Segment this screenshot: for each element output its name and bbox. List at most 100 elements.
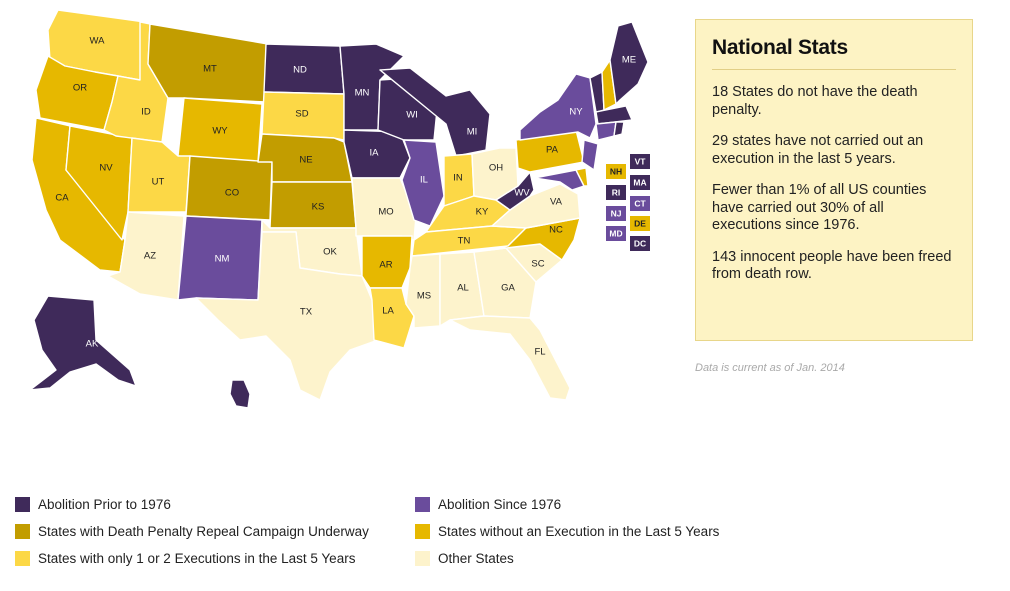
- legend-label: States without an Execution in the Last …: [438, 523, 720, 539]
- legend-item: Abolition Prior to 1976: [15, 494, 171, 514]
- state-label-ia: IA: [370, 148, 380, 159]
- state-az[interactable]: [107, 211, 185, 301]
- state-box-de[interactable]: DE: [630, 216, 650, 231]
- legend-swatch: [15, 550, 30, 566]
- state-label-ms: MS: [417, 291, 431, 302]
- data-currency-note: Data is current as of Jan. 2014: [695, 362, 845, 374]
- state-label-tx: TX: [300, 307, 313, 318]
- state-label-wy: WY: [212, 126, 228, 137]
- state-label-mt: MT: [203, 64, 217, 75]
- us-states-map: WA OR CA NV ID MT WY UT CO AZ NM ND SD NE KS OK TX MN IA MO…: [29, 9, 650, 409]
- state-il[interactable]: [401, 139, 445, 227]
- state-box-label: MD: [609, 228, 622, 238]
- stat-fact: 143 innocent people have been freed from…: [712, 248, 952, 283]
- legend-swatch: [415, 496, 430, 512]
- state-label-ks: KS: [312, 202, 325, 213]
- state-label-co: CO: [225, 188, 239, 199]
- state-label-az: AZ: [144, 251, 156, 262]
- state-box-ct[interactable]: CT: [630, 196, 650, 211]
- state-label-mo: MO: [378, 207, 393, 218]
- legend-item: States with only 1 or 2 Executions in th…: [15, 548, 355, 568]
- state-label-oh: OH: [489, 163, 503, 174]
- state-label-sd: SD: [295, 109, 308, 120]
- state-labels: WA OR CA NV ID MT WY UT CO AZ NM ND SD NE KS OK TX MN IA MO…: [55, 36, 636, 398]
- state-box-label: DC: [634, 238, 646, 248]
- state-label-va: VA: [550, 197, 563, 208]
- state-box-label: DE: [634, 218, 646, 228]
- state-ak[interactable]: [29, 295, 137, 391]
- state-la[interactable]: [369, 287, 415, 349]
- state-label-ut: UT: [152, 177, 165, 188]
- state-nj[interactable]: [581, 139, 599, 171]
- state-label-mi: MI: [467, 127, 478, 138]
- state-label-ga: GA: [501, 283, 515, 294]
- state-sd[interactable]: [261, 91, 345, 141]
- state-ct[interactable]: [595, 121, 617, 141]
- state-label-tn: TN: [458, 236, 471, 247]
- state-ny[interactable]: [519, 73, 597, 141]
- state-label-ne: NE: [299, 155, 312, 166]
- legend-label: Abolition Prior to 1976: [38, 496, 171, 512]
- state-label-ok: OK: [323, 247, 337, 258]
- state-label-nc: NC: [549, 225, 563, 236]
- state-label-hi: HI: [213, 387, 223, 398]
- state-box-swatch: [606, 164, 626, 179]
- state-label-mn: MN: [355, 88, 370, 99]
- stat-fact: 18 States do not have the death penalty.: [712, 84, 918, 118]
- legend-swatch: [415, 523, 430, 539]
- state-label-pa: PA: [546, 145, 559, 156]
- legend-label: Other States: [438, 550, 514, 566]
- state-label-in: IN: [453, 173, 463, 184]
- state-box-swatch: [630, 216, 650, 231]
- state-label-il: IL: [420, 175, 428, 186]
- state-box-swatch: [606, 226, 626, 241]
- state-de[interactable]: [575, 167, 589, 187]
- state-label-fl: FL: [534, 347, 545, 358]
- stat-fact: Fewer than 1% of all US counties have ca…: [712, 182, 927, 233]
- state-box-vt[interactable]: VT: [630, 154, 650, 169]
- state-box-label: RI: [612, 187, 621, 197]
- state-box-ri[interactable]: RI: [606, 185, 626, 200]
- legend-item: States with Death Penalty Repeal Campaig…: [15, 521, 369, 541]
- state-label-wa: WA: [90, 36, 106, 47]
- state-box-label: MA: [633, 177, 646, 187]
- state-box-label: CT: [634, 198, 646, 208]
- state-label-ak: AK: [86, 339, 99, 350]
- state-box-swatch: [606, 206, 626, 221]
- state-hi[interactable]: [229, 379, 251, 409]
- legend-item: Other States: [415, 548, 514, 568]
- legend-swatch: [15, 523, 30, 539]
- state-box-swatch: [630, 196, 650, 211]
- state-ri[interactable]: [613, 121, 625, 137]
- state-label-al: AL: [457, 283, 469, 294]
- legend-item: Abolition Since 1976: [415, 494, 561, 514]
- state-label-or: OR: [73, 83, 87, 94]
- state-box-label: VT: [635, 156, 647, 166]
- state-label-ky: KY: [476, 207, 489, 218]
- state-wv[interactable]: [495, 171, 535, 211]
- state-md[interactable]: [533, 169, 585, 191]
- state-label-ar: AR: [379, 260, 392, 271]
- state-box-nj[interactable]: NJ: [606, 206, 626, 221]
- legend-swatch: [415, 550, 430, 566]
- state-fl[interactable]: [449, 315, 571, 401]
- state-box-md[interactable]: MD: [606, 226, 626, 241]
- legend-label: Abolition Since 1976: [438, 496, 562, 512]
- state-box-nh[interactable]: NH: [606, 164, 626, 179]
- state-box-dc[interactable]: DC: [630, 236, 650, 251]
- state-nc[interactable]: [489, 217, 581, 261]
- state-label-me: ME: [622, 55, 636, 66]
- state-box-label: NJ: [611, 208, 622, 218]
- state-box-label: NH: [610, 166, 622, 176]
- state-me[interactable]: [609, 21, 649, 105]
- legend-item: States without an Execution in the Last …: [415, 521, 719, 541]
- stats-title: National Stats: [712, 36, 956, 70]
- state-label-nm: NM: [215, 254, 230, 265]
- state-box-ma[interactable]: MA: [630, 175, 650, 190]
- legend-label: States with only 1 or 2 Executions in th…: [38, 550, 356, 566]
- state-label-ca: CA: [55, 193, 69, 204]
- state-tx[interactable]: [195, 231, 379, 401]
- state-label-ny: NY: [569, 107, 583, 118]
- state-ma[interactable]: [595, 105, 633, 125]
- legend-swatch: [15, 496, 30, 512]
